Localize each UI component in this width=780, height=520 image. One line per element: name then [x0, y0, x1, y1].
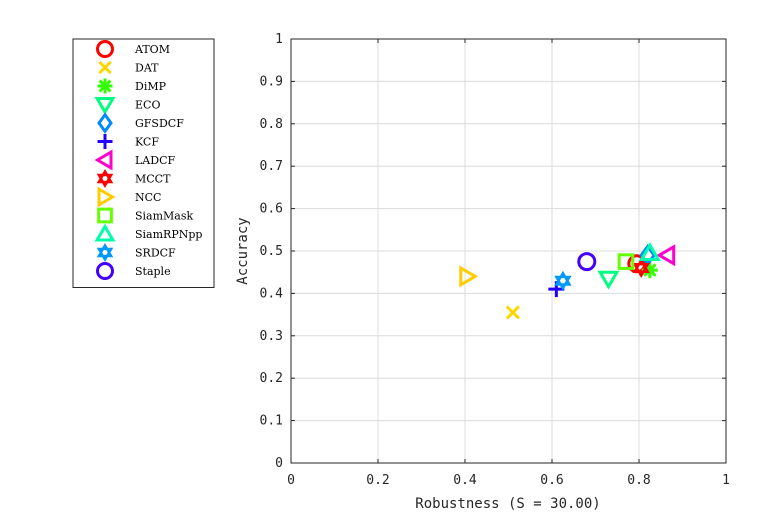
data-point-mcct-tri-b — [632, 263, 650, 278]
legend-marker-mcct — [96, 169, 114, 188]
data-point-dat — [505, 305, 520, 320]
legend-marker-eco — [94, 97, 116, 115]
legend-label: LADCF — [135, 154, 175, 167]
y-tick-label: 0 — [275, 456, 283, 471]
x-tick-label: 0.6 — [540, 473, 563, 488]
legend-label: SiamMask — [135, 210, 194, 223]
y-tick-label: 1 — [275, 32, 283, 47]
legend-label: ATOM — [134, 43, 170, 56]
data-point-mcct — [632, 258, 650, 278]
legend-label: MCCT — [135, 173, 171, 186]
legend: ATOM DAT DiMP ECO GFSDCF KCF LADCF MCCT NCC SiamM… — [72, 38, 215, 288]
y-tick-label: 0.1 — [260, 414, 283, 429]
legend-label: ECO — [135, 99, 160, 112]
x-axis-label: Robustness (S = 30.00) — [415, 496, 600, 512]
legend-marker-kcf — [97, 134, 113, 149]
x-tick-label: 0.4 — [453, 473, 477, 488]
legend-marker-mcct-tri-b — [96, 173, 114, 188]
legend-marker-dimp — [97, 78, 113, 94]
data-point-siamrpnpp — [638, 242, 661, 261]
legend-marker-atom — [96, 40, 114, 58]
legend-marker-gfsdcf — [97, 112, 113, 134]
data-point-srdcf-tri-a — [554, 270, 572, 286]
y-tick-label: 0.4 — [260, 286, 284, 301]
y-tick-label: 0.2 — [260, 371, 283, 386]
y-tick-label: 0.5 — [260, 244, 283, 259]
legend-label: DiMP — [135, 80, 167, 93]
y-tick-label: 0.7 — [260, 159, 283, 174]
data-point-srdcf-tri-b — [554, 275, 572, 291]
legend-marker-siamrpnpp — [94, 223, 116, 242]
legend-marker-staple — [96, 262, 114, 280]
legend-label: Staple — [135, 265, 171, 278]
x-tick-label: 1 — [722, 473, 730, 488]
legend-label: GFSDCF — [135, 117, 184, 130]
legend-label: SiamRPNpp — [135, 228, 202, 241]
data-point-siammask — [617, 253, 635, 270]
data-point-ladcf — [656, 244, 676, 267]
legend-label: SRDCF — [135, 247, 176, 260]
legend-marker-mcct-tri-a — [96, 169, 114, 184]
x-tick-label: 0.2 — [366, 473, 389, 488]
y-tick-label: 0.3 — [260, 329, 283, 344]
legend-marker-ladcf — [94, 149, 113, 171]
data-point-mcct-tri-a — [632, 258, 650, 273]
legend-marker-dat — [98, 60, 112, 75]
legend-marker-srdcf — [96, 243, 114, 262]
legend-marker-srdcf-tri-a — [96, 243, 114, 258]
y-tick-label: 0.8 — [260, 117, 283, 132]
legend-marker-siammask — [97, 207, 113, 224]
legend-marker-ncc — [97, 186, 116, 208]
x-tick-label: 0.8 — [627, 473, 650, 488]
legend-label: NCC — [135, 191, 161, 204]
y-tick-label: 0.9 — [260, 74, 283, 89]
legend-label: KCF — [135, 136, 159, 149]
y-tick-label: 0.6 — [260, 202, 283, 217]
data-point-srdcf — [554, 270, 572, 291]
x-tick-label: 0 — [287, 473, 295, 488]
legend-box — [72, 38, 215, 288]
y-axis-label: Accuracy — [235, 217, 251, 284]
legend-marker-srdcf-tri-b — [96, 247, 114, 262]
data-point-staple — [577, 252, 597, 272]
data-point-ncc — [459, 265, 479, 288]
data-point-dimp — [641, 262, 658, 279]
data-point-eco — [597, 270, 620, 290]
plot-area: 0 0.2 0.4 0.6 0.8 1 0 0.1 0.2 0.3 0.4 0.5 0.6 0.7 0.8 0… — [260, 32, 730, 488]
legend-label: DAT — [135, 62, 159, 75]
